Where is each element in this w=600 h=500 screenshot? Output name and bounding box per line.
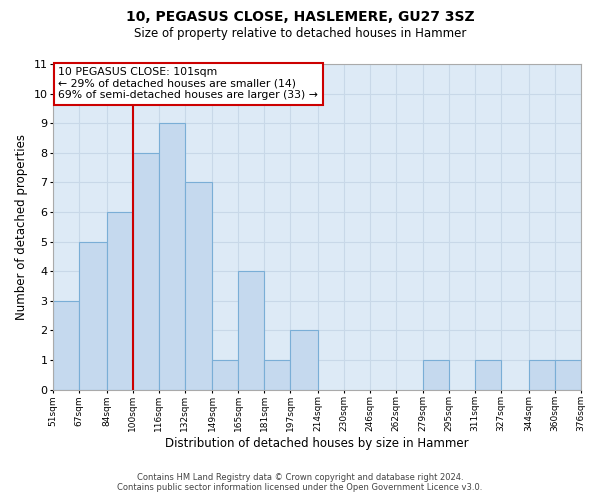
Text: 10 PEGASUS CLOSE: 101sqm
← 29% of detached houses are smaller (14)
69% of semi-d: 10 PEGASUS CLOSE: 101sqm ← 29% of detach…	[58, 68, 318, 100]
Text: 10, PEGASUS CLOSE, HASLEMERE, GU27 3SZ: 10, PEGASUS CLOSE, HASLEMERE, GU27 3SZ	[125, 10, 475, 24]
Bar	[423, 360, 449, 390]
Bar	[53, 300, 79, 390]
Bar	[212, 360, 238, 390]
Bar	[290, 330, 317, 390]
Bar	[238, 271, 264, 390]
Bar	[158, 123, 185, 390]
Y-axis label: Number of detached properties: Number of detached properties	[15, 134, 28, 320]
Bar	[529, 360, 554, 390]
Text: Contains HM Land Registry data © Crown copyright and database right 2024.
Contai: Contains HM Land Registry data © Crown c…	[118, 473, 482, 492]
Bar	[264, 360, 290, 390]
Bar	[554, 360, 581, 390]
Bar	[133, 153, 158, 390]
Bar	[107, 212, 133, 390]
Text: Size of property relative to detached houses in Hammer: Size of property relative to detached ho…	[134, 28, 466, 40]
Bar	[475, 360, 501, 390]
Bar	[185, 182, 212, 390]
Bar	[79, 242, 107, 390]
X-axis label: Distribution of detached houses by size in Hammer: Distribution of detached houses by size …	[165, 437, 469, 450]
